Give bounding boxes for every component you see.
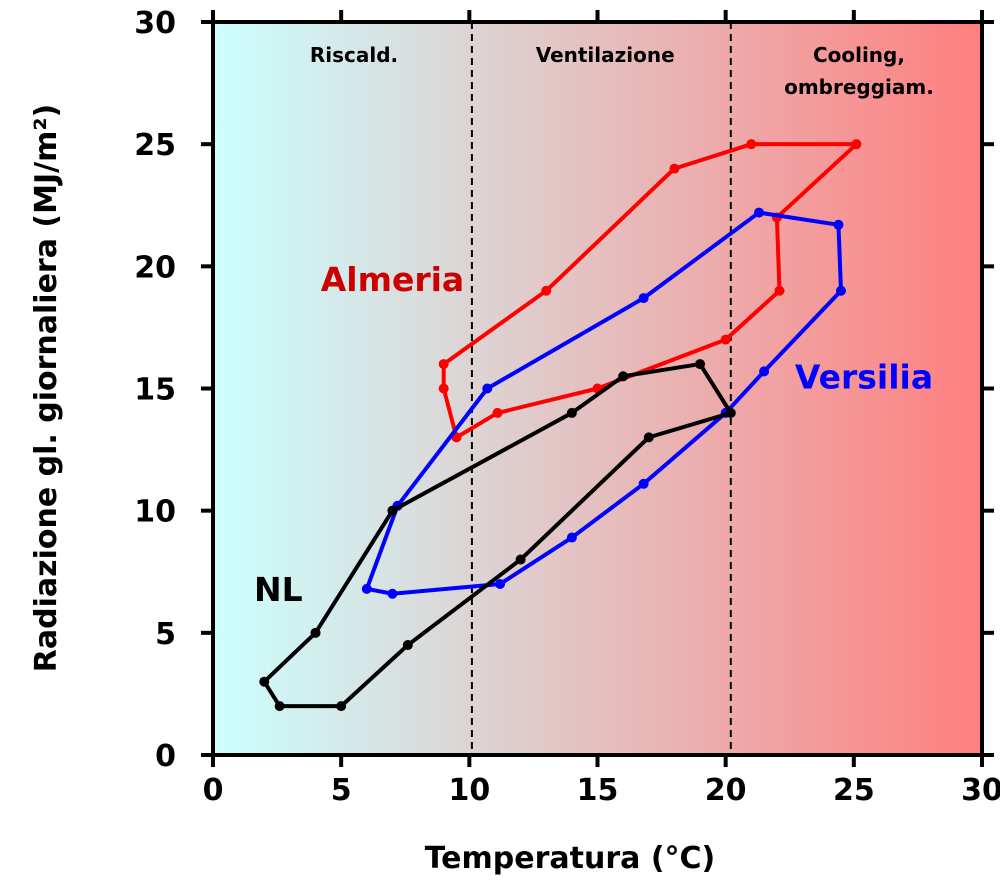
data-point-versilia bbox=[387, 588, 398, 599]
data-point-versilia bbox=[566, 532, 577, 543]
data-point-nl bbox=[387, 505, 398, 516]
series-label-nl: NL bbox=[254, 570, 303, 609]
data-point-almeria bbox=[746, 139, 757, 150]
y-tick-label: 20 bbox=[134, 250, 176, 285]
series-layer: Almeria Versilia NL bbox=[254, 139, 933, 712]
region-labels: Riscald. Ventilazione Cooling, ombreggiam. bbox=[310, 43, 934, 99]
data-point-almeria bbox=[669, 163, 680, 174]
axis-ticks: 0 5 10 15 20 25 30 0 5 10 15 20 25 30 bbox=[134, 6, 1000, 808]
data-point-versilia bbox=[361, 583, 372, 594]
x-axis-title: Temperatura (°C) bbox=[425, 841, 716, 876]
y-tick-label: 30 bbox=[134, 6, 176, 41]
x-tick-label: 20 bbox=[705, 773, 747, 808]
series-label-almeria: Almeria bbox=[321, 260, 464, 299]
data-point-nl bbox=[336, 701, 347, 712]
series-line-versilia bbox=[364, 210, 844, 596]
y-tick-label: 25 bbox=[134, 128, 176, 163]
data-point-nl bbox=[725, 407, 736, 418]
y-axis-title: Radiazione gl. giornaliera (MJ/m²) bbox=[29, 104, 64, 672]
region-label: Riscald. bbox=[310, 43, 398, 67]
x-tick-label: 5 bbox=[331, 773, 352, 808]
region-label: Cooling, bbox=[813, 43, 905, 67]
x-tick-label: 0 bbox=[203, 773, 224, 808]
data-point-nl bbox=[259, 676, 270, 687]
data-point-versilia bbox=[759, 366, 770, 377]
data-point-versilia bbox=[495, 578, 506, 589]
data-point-nl bbox=[618, 371, 629, 382]
x-tick-label: 15 bbox=[577, 773, 619, 808]
data-point-almeria bbox=[541, 285, 552, 296]
data-point-nl bbox=[274, 701, 285, 712]
y-tick-label: 10 bbox=[134, 495, 176, 530]
data-point-almeria bbox=[438, 359, 449, 370]
data-point-versilia bbox=[638, 293, 649, 304]
y-tick-label: 15 bbox=[134, 373, 176, 408]
data-point-almeria bbox=[774, 285, 785, 296]
data-point-nl bbox=[566, 407, 577, 418]
region-label: Ventilazione bbox=[536, 43, 675, 67]
data-point-nl bbox=[643, 432, 654, 443]
data-point-versilia bbox=[638, 478, 649, 489]
data-point-almeria bbox=[851, 139, 862, 150]
data-point-versilia bbox=[836, 285, 847, 296]
data-point-almeria bbox=[438, 383, 449, 394]
data-point-nl bbox=[402, 640, 413, 651]
data-point-nl bbox=[515, 554, 526, 565]
y-tick-label: 0 bbox=[155, 739, 176, 774]
x-tick-label: 30 bbox=[961, 773, 1000, 808]
data-point-nl bbox=[310, 627, 321, 638]
data-point-almeria bbox=[492, 407, 503, 418]
y-tick-label: 5 bbox=[155, 617, 176, 652]
data-point-versilia bbox=[482, 383, 493, 394]
data-point-versilia bbox=[753, 207, 764, 218]
region-label: ombreggiam. bbox=[784, 75, 934, 99]
data-point-versilia bbox=[833, 219, 844, 230]
data-point-nl bbox=[695, 359, 706, 370]
x-tick-label: 10 bbox=[448, 773, 490, 808]
series-label-versilia: Versilia bbox=[795, 358, 933, 397]
data-point-almeria bbox=[720, 334, 731, 345]
region-boundaries bbox=[470, 22, 732, 755]
x-tick-label: 25 bbox=[833, 773, 875, 808]
